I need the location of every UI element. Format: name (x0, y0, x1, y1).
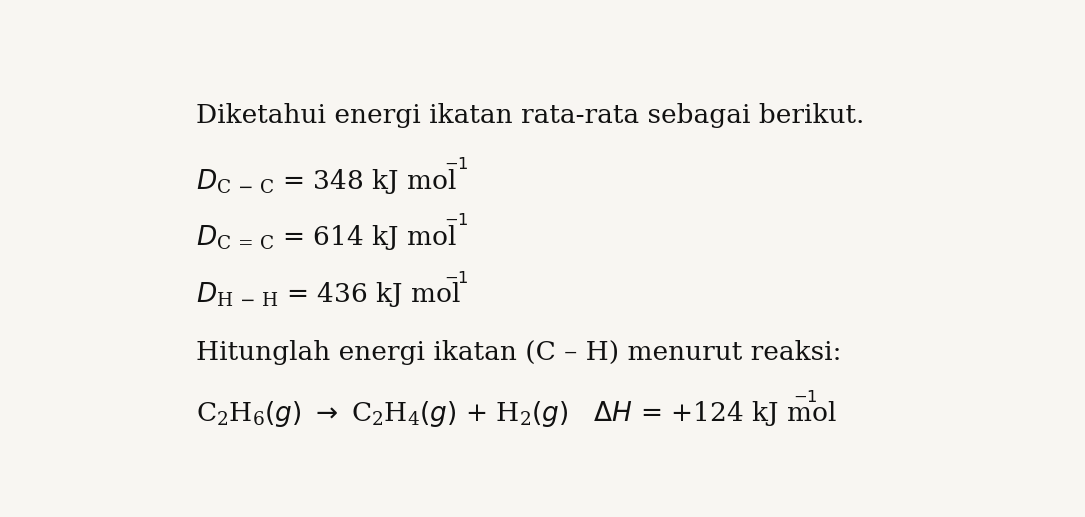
Text: $\mathsf{-1}$: $\mathsf{-1}$ (444, 270, 469, 287)
Text: Diketahui energi ikatan rata-rata sebagai berikut.: Diketahui energi ikatan rata-rata sebaga… (196, 103, 865, 128)
Text: $\mathsf{-1}$: $\mathsf{-1}$ (444, 212, 469, 229)
Text: $\mathsf{-1}$: $\mathsf{-1}$ (444, 156, 469, 173)
Text: $\mathregular{C_2H_6}$$\mathit{(g)}$ $\rightarrow$ $\mathregular{C_2H_4}$$\mathi: $\mathregular{C_2H_6}$$\mathit{(g)}$ $\r… (196, 399, 838, 429)
Text: Hitunglah energi ikatan (C – H) menurut reaksi:: Hitunglah energi ikatan (C – H) menurut … (196, 340, 842, 365)
Text: $D_{\mathregular{C\,-\,C}}$ = 348 kJ mol: $D_{\mathregular{C\,-\,C}}$ = 348 kJ mol (196, 167, 457, 196)
Text: $\mathsf{-1}$: $\mathsf{-1}$ (793, 389, 818, 406)
Text: $D_{\mathregular{C\,=\,C}}$ = 614 kJ mol: $D_{\mathregular{C\,=\,C}}$ = 614 kJ mol (196, 223, 457, 252)
Text: $D_{\mathregular{H\,-\,H}}$ = 436 kJ mol: $D_{\mathregular{H\,-\,H}}$ = 436 kJ mol (196, 280, 461, 309)
